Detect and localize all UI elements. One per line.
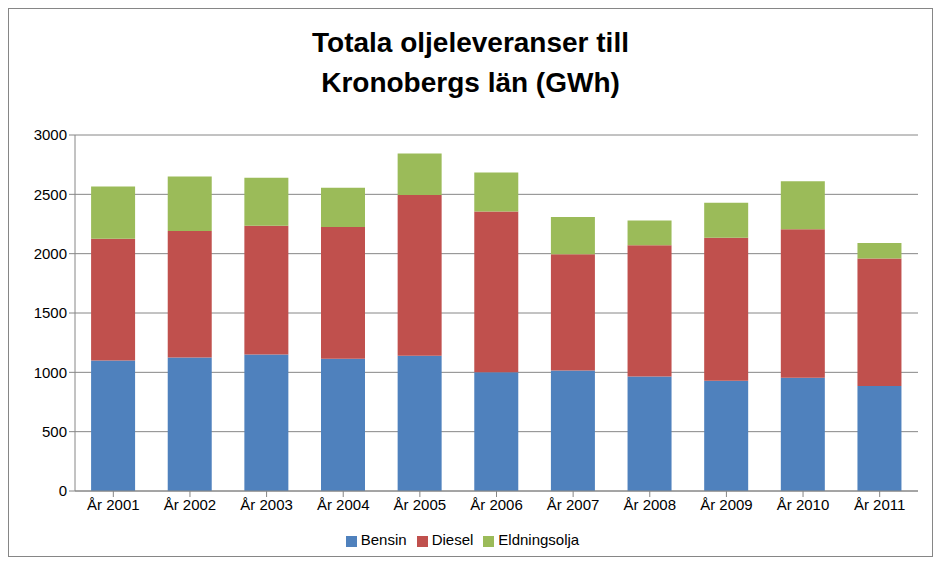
html-text:Eldningsolja: Eldningsolja [498, 531, 580, 548]
svg-text:År 2001: År 2001 [87, 496, 140, 513]
svg-text:År 2007: År 2007 [547, 496, 600, 513]
html-text:Bensin: Bensin [360, 531, 407, 548]
svg-text:År 2011: År 2011 [854, 496, 905, 513]
svg-text:År 2005: År 2005 [394, 496, 447, 513]
html-text:Totala oljeleveranser till Kro: Totala oljeleveranser till Kronobergs lä… [312, 27, 629, 98]
svg-text:År 2009: År 2009 [700, 496, 753, 513]
html-text:Diesel: Diesel [431, 531, 474, 548]
svg-text:År 2008: År 2008 [623, 496, 676, 513]
svg-text:År 2010: År 2010 [777, 496, 830, 513]
svg-text:1000: 1000 [34, 364, 67, 381]
svg-text:2500: 2500 [34, 186, 67, 203]
svg-text:2000: 2000 [34, 245, 67, 262]
svg-text:År 2004: År 2004 [317, 496, 370, 513]
svg-text:0: 0 [59, 482, 67, 499]
svg-text:År 2002: År 2002 [164, 496, 217, 513]
svg-text:500: 500 [42, 423, 67, 440]
svg-text:År 2006: År 2006 [470, 496, 523, 513]
svg-text:3000: 3000 [34, 126, 67, 143]
svg-text:År 2003: År 2003 [240, 496, 293, 513]
svg-text:1500: 1500 [34, 304, 67, 321]
